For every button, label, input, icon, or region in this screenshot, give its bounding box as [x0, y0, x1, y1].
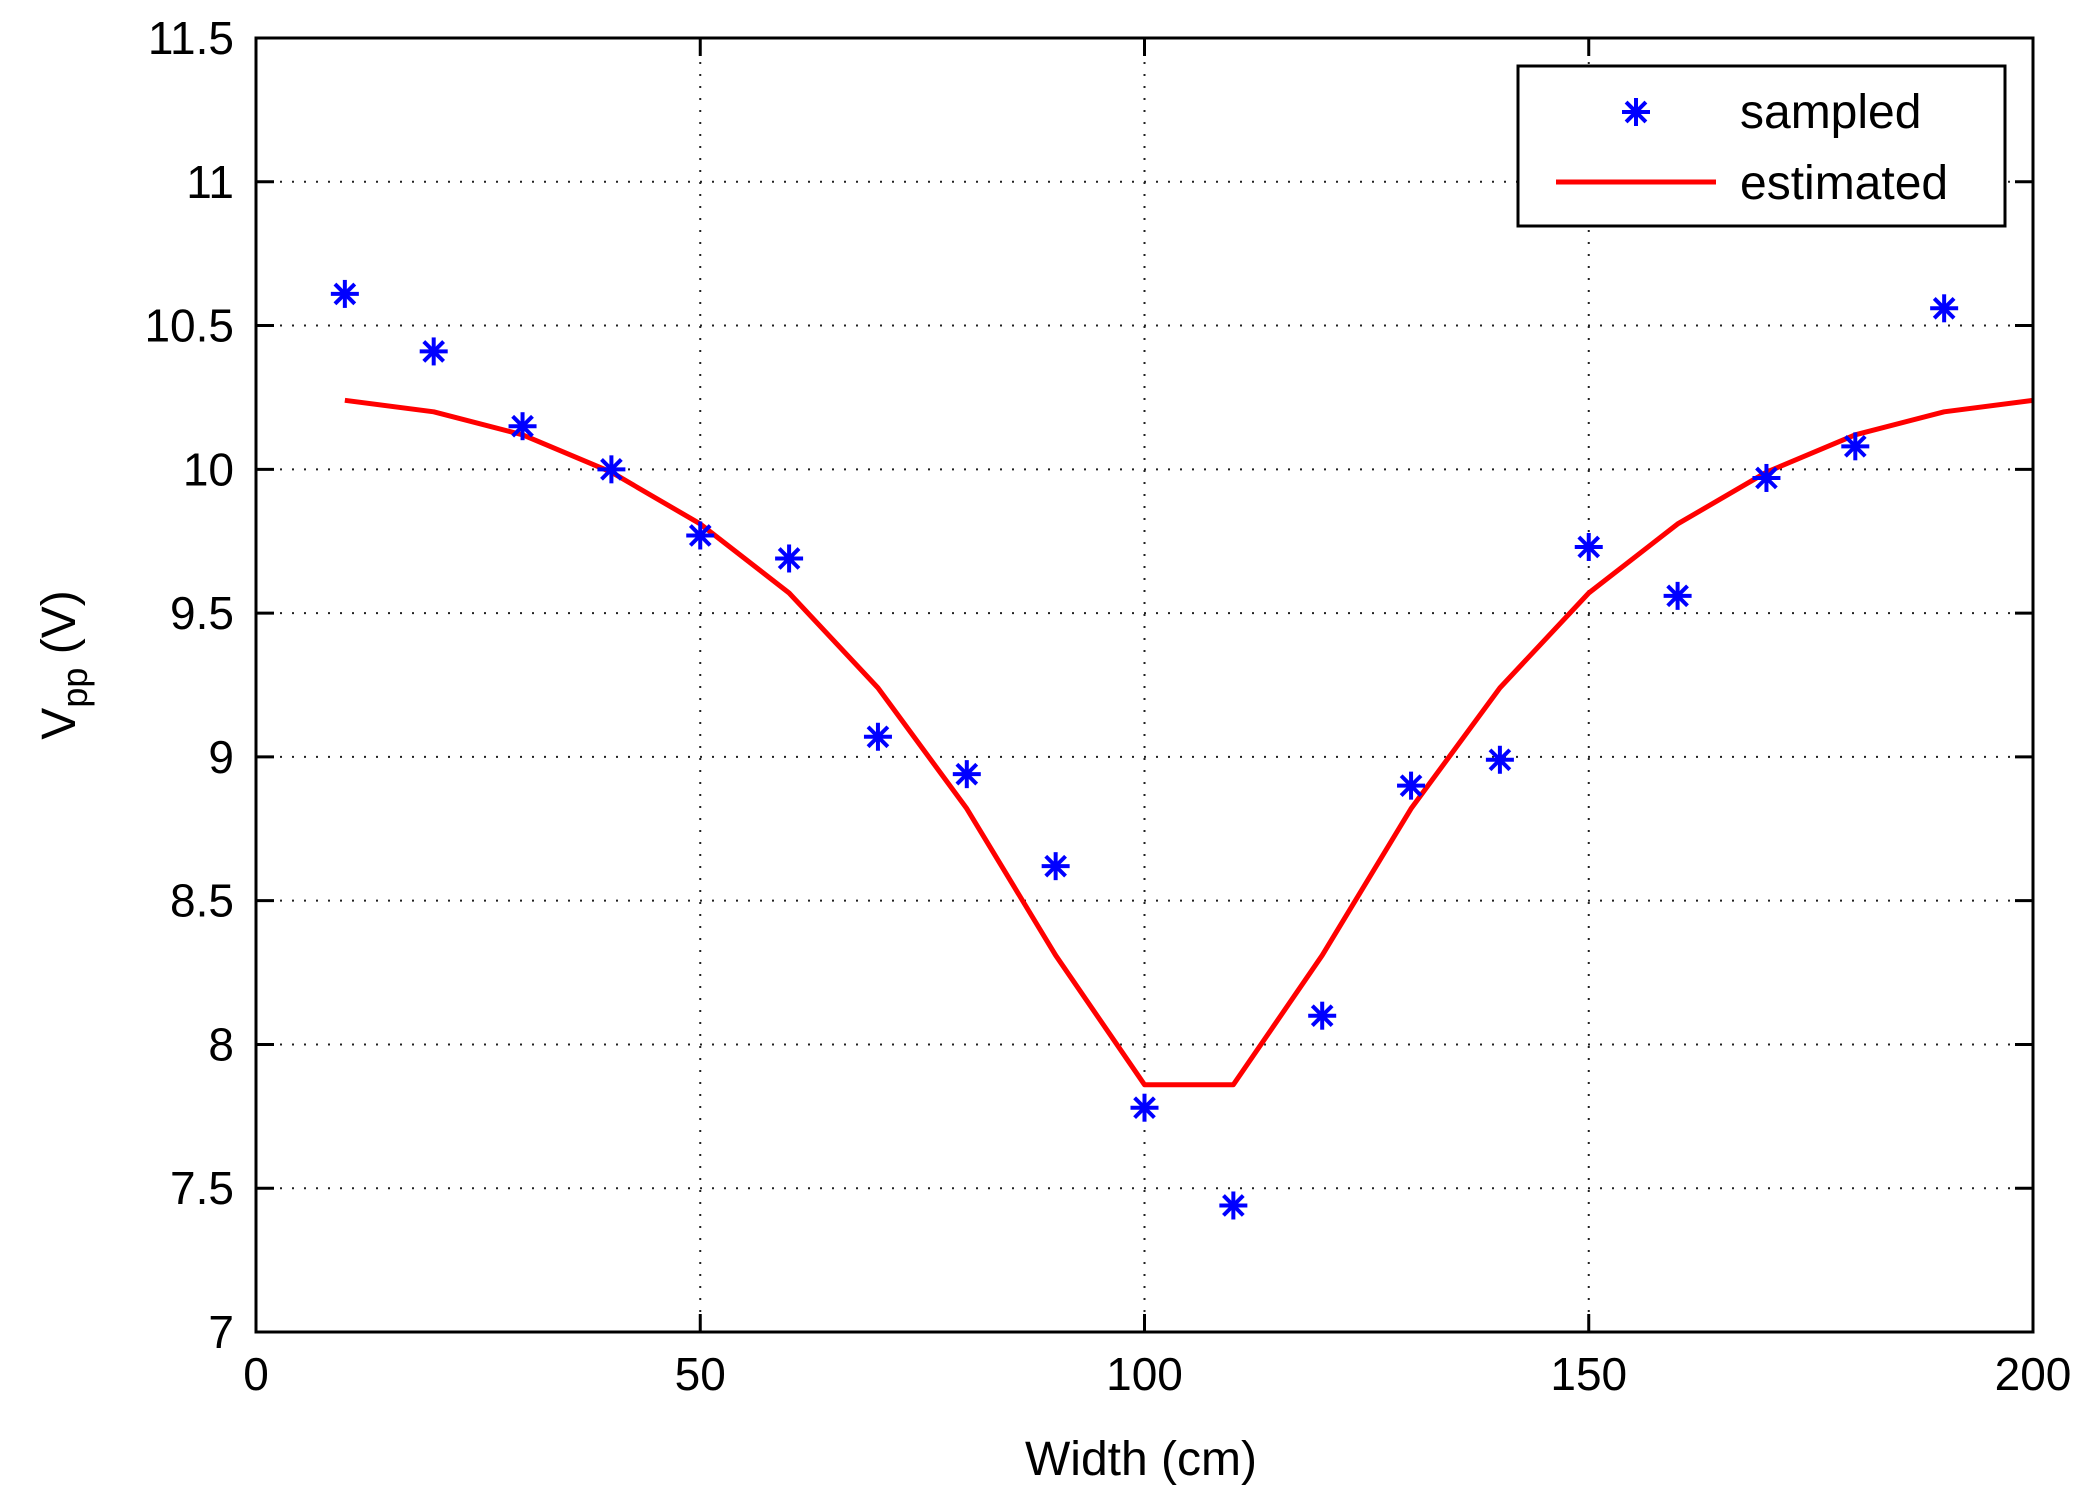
data-point-sampled [1930, 294, 1959, 323]
data-point-sampled [775, 544, 804, 573]
y-tick-label: 9 [208, 731, 234, 783]
data-point-sampled [508, 412, 537, 441]
y-tick-label: 11 [186, 156, 234, 208]
y-axis-label-unit: (V) [33, 590, 86, 667]
data-point-sampled [330, 279, 359, 308]
data-point-sampled [1752, 463, 1781, 492]
data-point-sampled [419, 337, 448, 366]
legend: sampled estimated [1516, 64, 2007, 228]
x-axis-label: Width (cm) [1025, 1433, 1257, 1486]
legend-sampled-marker-icon [1622, 98, 1650, 126]
data-point-sampled [1308, 1001, 1337, 1030]
y-axis-label-main: V [33, 708, 86, 740]
data-point-sampled [686, 521, 715, 550]
legend-estimated-label: estimated [1740, 157, 1948, 210]
data-point-sampled [1663, 581, 1692, 610]
data-point-sampled [1574, 532, 1603, 561]
legend-asterisk [1622, 98, 1650, 126]
data-point-sampled [863, 722, 892, 751]
y-tick-label: 11.5 [148, 12, 234, 64]
axis-ticks [254, 36, 2035, 1334]
data-point-sampled [597, 455, 626, 484]
data-point-sampled [952, 760, 981, 789]
y-axis-label: Vpp (V) [33, 590, 95, 739]
x-tick-label: 100 [1106, 1348, 1183, 1400]
y-tick-label: 10.5 [144, 300, 234, 352]
data-point-sampled [1485, 745, 1514, 774]
y-tick-label: 10 [183, 443, 234, 495]
y-tick-label: 8 [208, 1018, 234, 1070]
data-point-sampled [1841, 432, 1870, 461]
series-line-estimated [344, 397, 2034, 1088]
y-tick-label: 8.5 [170, 875, 234, 927]
legend-box [1516, 64, 2007, 228]
series-layer [330, 279, 2034, 1220]
x-tick-label: 200 [1995, 1348, 2072, 1400]
data-point-sampled [1130, 1093, 1159, 1122]
y-axis-label-subscript: pp [54, 668, 95, 708]
data-point-sampled [1041, 852, 1070, 881]
grid-lines [256, 38, 2033, 1332]
legend-sampled-label: sampled [1740, 86, 1921, 139]
x-tick-label: 150 [1550, 1348, 1627, 1400]
y-tick-label: 9.5 [170, 587, 234, 639]
x-tick-label: 0 [243, 1348, 269, 1400]
x-tick-label: 50 [675, 1348, 726, 1400]
series-sampled [330, 279, 1959, 1220]
data-point-sampled [1219, 1191, 1248, 1220]
y-tick-label: 7.5 [170, 1162, 234, 1214]
data-point-sampled [1397, 771, 1426, 800]
y-tick-label: 7 [208, 1306, 234, 1358]
svg-text:Vpp (V): Vpp (V) [33, 590, 95, 739]
tick-labels: 0 50 100 150 200 7 7.5 8 8.5 9 9.5 10 10.5 11 11.5 [144, 12, 2071, 1400]
